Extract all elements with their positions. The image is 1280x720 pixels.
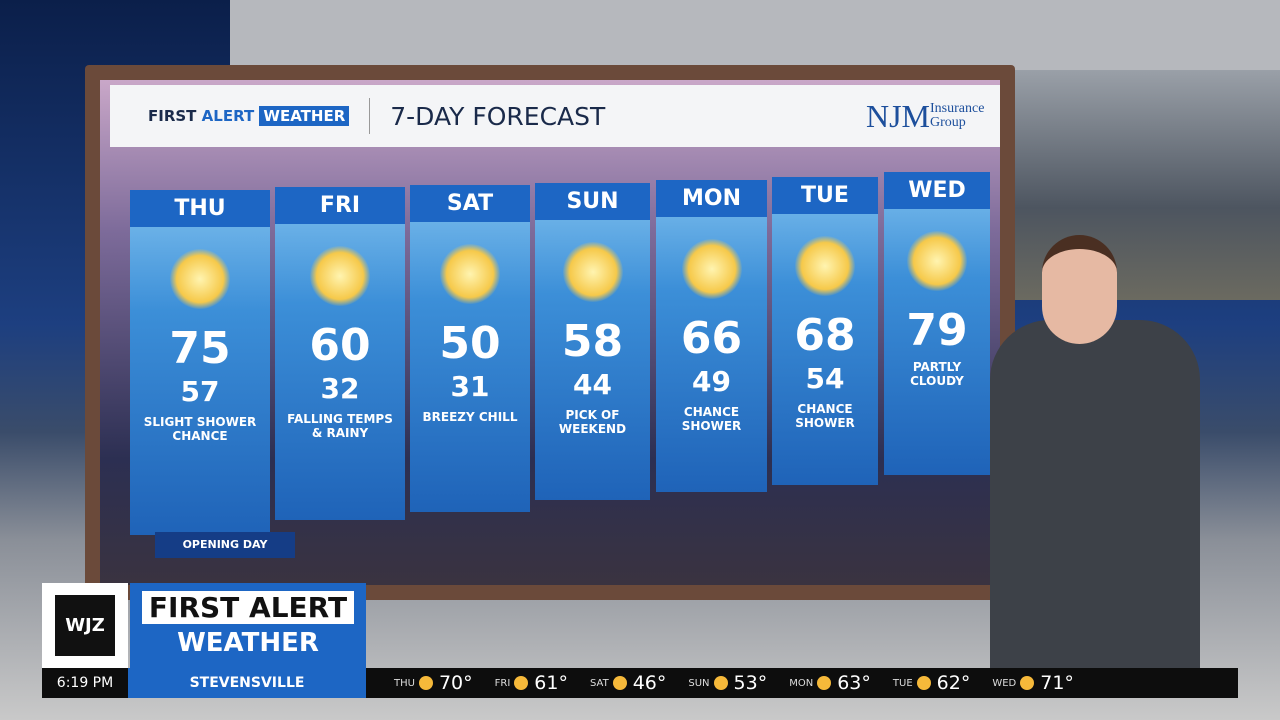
ticker-location: STEVENSVILLE	[128, 668, 366, 698]
ticker-day: MON	[789, 677, 814, 689]
ticker-time: 6:19 PM	[56, 675, 114, 691]
high-temp: 58	[561, 316, 624, 367]
high-temp: 79	[906, 305, 968, 356]
ticker-icon	[1020, 676, 1035, 690]
lower-third-title: FIRST ALERT WEATHER	[130, 583, 366, 668]
day-note: FALLING TEMPS & RAINY	[287, 412, 393, 440]
day-note: CHANCE SHOWER	[795, 402, 855, 430]
sponsor: NJM Insurance Group	[866, 98, 990, 135]
day-note: SLIGHT SHOWER CHANCE	[143, 415, 257, 443]
low-temp: 32	[320, 372, 360, 405]
divider	[369, 98, 371, 134]
high-temp: 66	[680, 313, 743, 364]
opening-day-badge: OPENING DAY	[155, 532, 295, 558]
lower-third-line1: FIRST ALERT	[142, 591, 354, 624]
weather-icon	[795, 236, 855, 296]
low-temp: 54	[805, 362, 845, 395]
ticker-day: FRI	[494, 677, 511, 689]
ticker-day: SUN	[688, 677, 710, 689]
day-name: SUN	[535, 183, 650, 220]
high-temp: 60	[309, 320, 371, 371]
low-temp: 49	[692, 365, 731, 398]
ticker-temp: 53°	[733, 672, 768, 694]
ticker-temp: 61°	[534, 672, 568, 694]
day-name: THU	[130, 190, 270, 227]
day-name: WED	[884, 172, 990, 209]
low-temp: 57	[180, 375, 220, 408]
ticker-temp: 63°	[837, 672, 871, 694]
ticker-icon	[418, 676, 433, 690]
day-name: FRI	[275, 187, 405, 224]
weather-icon	[907, 231, 967, 291]
day-name: SAT	[410, 185, 530, 222]
ticker-day: SAT	[589, 677, 609, 689]
station-box: WJZ	[55, 595, 115, 656]
brand-weather: WEATHER	[259, 106, 350, 126]
brand: FIRST ALERT WEATHER	[148, 106, 350, 126]
weather-icon	[310, 246, 370, 306]
day-note: PARTLY CLOUDY	[910, 360, 964, 388]
ticker-icon	[514, 676, 529, 690]
high-temp: 75	[169, 323, 231, 374]
ticker-temp: 71°	[1040, 672, 1074, 694]
ticker-items: THU 70° FRI 61° SAT 46° SUN 53° MON 63° TUE 62° WED 7…	[394, 672, 1096, 694]
presenter-head	[1042, 235, 1117, 344]
weather-icon	[681, 239, 742, 299]
ticker-temp: 62°	[936, 672, 971, 694]
header-bar: FIRST ALERT WEATHER 7-DAY FORECAST NJM I…	[110, 85, 1000, 147]
day-note: BREEZY CHILL	[422, 410, 518, 424]
day-column: TUE 68 54 CHANCE SHOWER	[772, 177, 878, 485]
weather-icon	[170, 249, 230, 309]
lower-third-line2: WEATHER	[177, 628, 319, 658]
ticker-day: TUE	[892, 677, 913, 689]
day-column: MON 66 49 CHANCE SHOWER	[656, 180, 767, 492]
day-column: FRI 60 32 FALLING TEMPS & RAINY	[275, 187, 405, 520]
day-note: CHANCE SHOWER	[681, 405, 742, 433]
window	[230, 0, 1280, 70]
weather-icon	[562, 242, 623, 302]
sponsor-name: NJM	[865, 97, 930, 134]
ticker-icon	[612, 676, 627, 690]
ticker-temp: 70°	[438, 672, 473, 694]
ticker-icon	[916, 676, 931, 690]
sponsor-sub: Insurance Group	[930, 101, 985, 130]
lower-third-station: WJZ	[42, 583, 128, 668]
weather-icon	[440, 244, 500, 304]
day-name: TUE	[772, 177, 878, 214]
day-column: THU 75 57 SLIGHT SHOWER CHANCE	[130, 190, 270, 535]
day-column: WED 79 PARTLY CLOUDY	[884, 172, 990, 475]
day-note: PICK OF WEEKEND	[558, 408, 627, 436]
presenter	[990, 320, 1200, 670]
ticker-temp: 46°	[632, 672, 667, 694]
ticker: 6:19 PM STEVENSVILLE THU 70° FRI 61° SAT 46° S…	[42, 668, 1238, 698]
title: 7-DAY FORECAST	[390, 101, 606, 131]
brand-alert: ALERT	[201, 107, 255, 125]
high-temp: 50	[439, 318, 501, 369]
day-name: MON	[656, 180, 767, 217]
ticker-icon	[817, 676, 832, 690]
low-temp: 44	[573, 368, 612, 401]
brand-first: FIRST	[148, 107, 197, 125]
ticker-day: THU	[394, 677, 415, 689]
ticker-icon	[713, 676, 728, 690]
day-column: SUN 58 44 PICK OF WEEKEND	[535, 183, 650, 500]
high-temp: 68	[794, 310, 856, 361]
day-column: SAT 50 31 BREEZY CHILL	[410, 185, 530, 512]
low-temp: 31	[450, 370, 490, 403]
ticker-day: WED	[992, 677, 1017, 689]
